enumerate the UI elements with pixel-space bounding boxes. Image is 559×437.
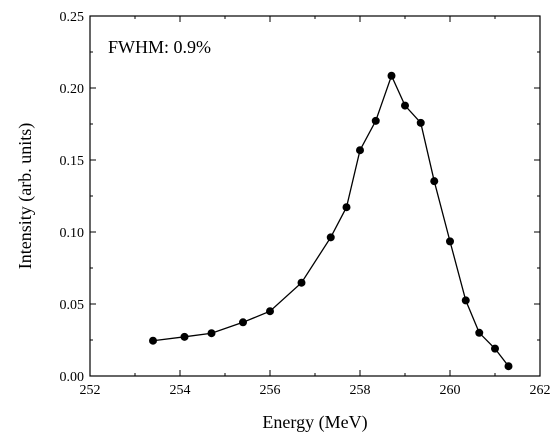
x-tick-label: 262 [530, 383, 551, 398]
series-layer [149, 71, 513, 371]
data-point [416, 118, 425, 127]
data-point [207, 329, 216, 338]
data-point [387, 71, 396, 80]
data-point [342, 203, 351, 212]
tick-labels: 252 254 256 258 260 262 0.00 0.05 0.10 0.15 0.20 0.… [60, 10, 551, 398]
y-tick-label: 0.25 [60, 10, 85, 25]
data-point [356, 146, 364, 155]
data-point [149, 336, 157, 345]
series-line [152, 74, 510, 367]
data-point [401, 101, 409, 110]
data-point [475, 328, 484, 337]
x-tick-label: 260 [440, 383, 461, 398]
x-axis-title: Energy (MeV) [262, 412, 367, 433]
data-point [491, 344, 499, 353]
fwhm-annotation: FWHM: 0.9% [108, 37, 211, 57]
data-point [461, 296, 470, 305]
y-tick-label: 0.15 [60, 154, 85, 169]
data-point [239, 318, 247, 327]
x-tick-label: 258 [350, 383, 371, 398]
y-tick-label: 0.20 [60, 82, 85, 97]
y-axis-title: Intensity (arb. units) [15, 123, 36, 269]
ticks [89, 15, 541, 377]
x-tick-label: 254 [170, 383, 191, 398]
data-point [504, 362, 513, 371]
x-tick-label: 256 [260, 383, 281, 398]
y-tick-label: 0.00 [60, 370, 85, 385]
data-point [297, 278, 306, 287]
y-tick-label: 0.10 [60, 226, 85, 241]
y-tick-label: 0.05 [60, 298, 85, 313]
data-point [266, 307, 274, 316]
plot-frame [89, 15, 541, 377]
data-point [446, 237, 454, 246]
data-point [430, 177, 439, 186]
data-point [326, 233, 335, 242]
x-tick-label: 252 [80, 383, 101, 398]
data-point [180, 332, 189, 341]
data-point [371, 116, 380, 125]
